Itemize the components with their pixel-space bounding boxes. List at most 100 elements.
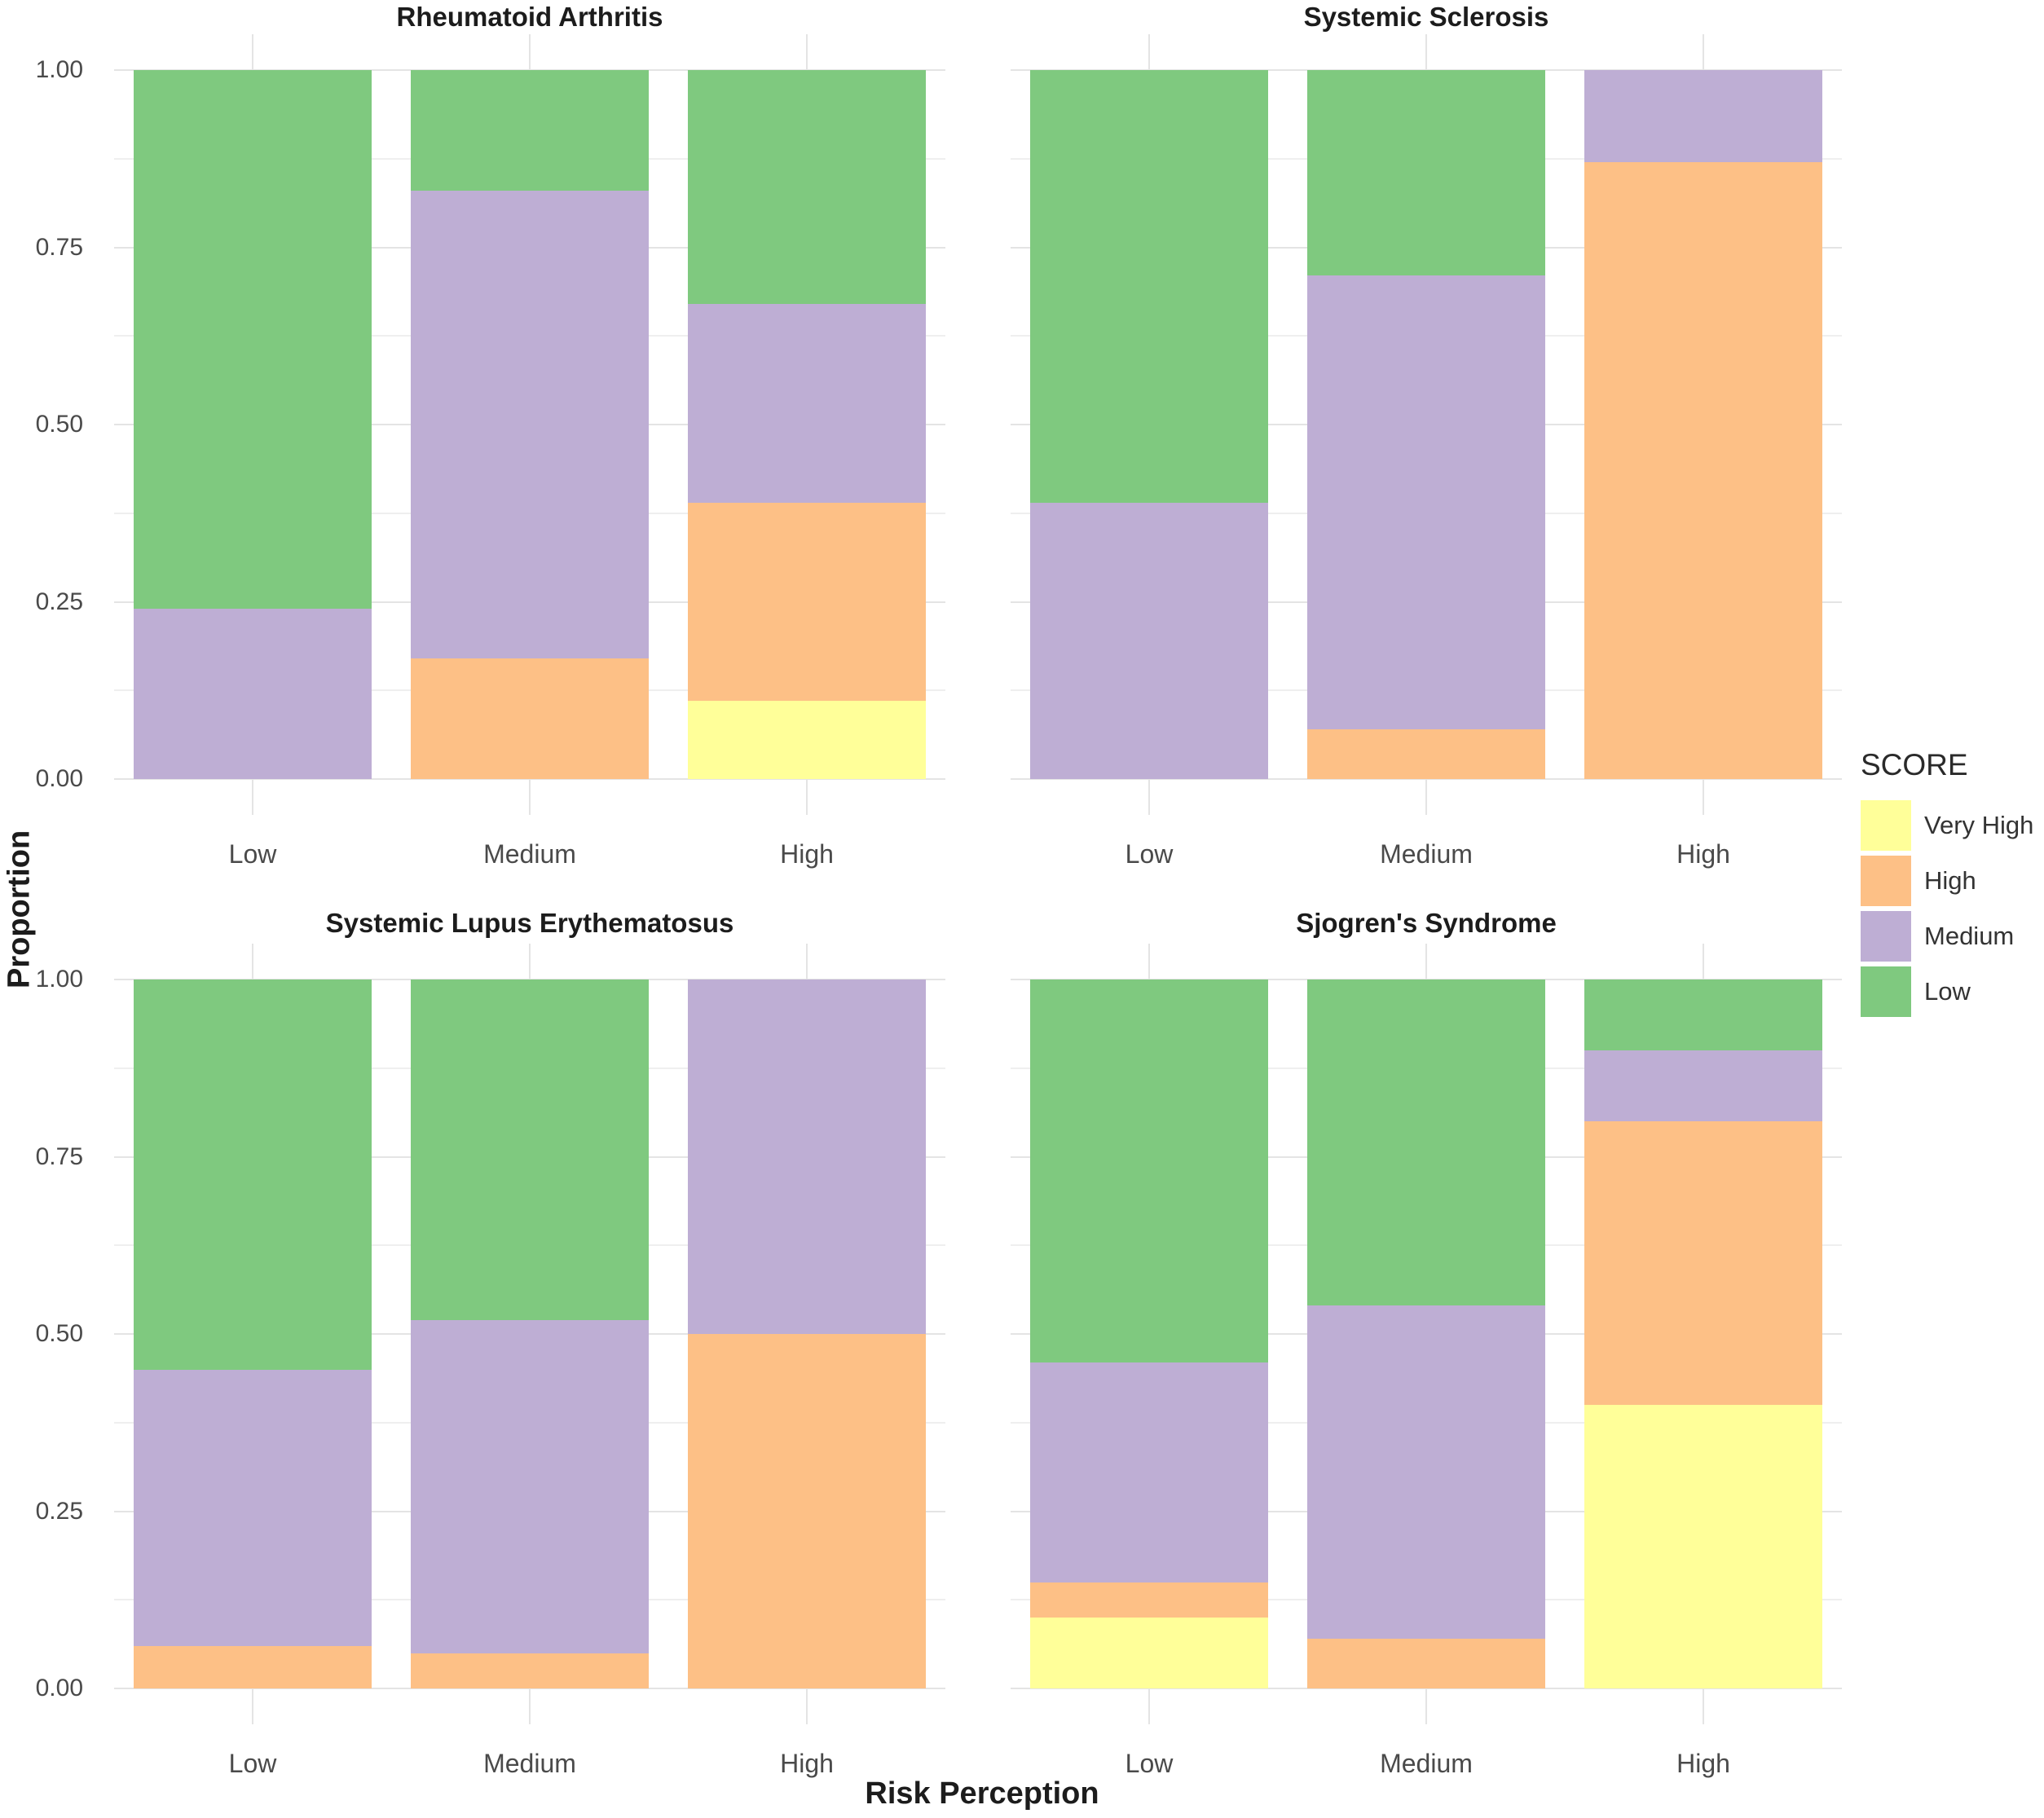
legend-item-label: Low — [1924, 977, 1971, 1006]
y-axis-tick-label: 0.50 — [35, 1320, 83, 1347]
bar-layer — [114, 979, 945, 1688]
facet-title-systemic-lupus-erythematosus: Systemic Lupus Erythematosus — [325, 908, 734, 938]
legend-item-label: High — [1924, 866, 1976, 895]
x-axis-tick-label: High — [780, 839, 834, 869]
bar-segment-high — [687, 1334, 927, 1688]
bar-segment-medium — [1306, 1305, 1546, 1640]
bar-segment-medium — [133, 1369, 372, 1646]
bar-segment-low — [1029, 70, 1269, 503]
facet-panel-sjogren-s-syndrome — [1011, 944, 1842, 1724]
bar-segment-low — [1306, 979, 1546, 1306]
bar-segment-very-high — [687, 701, 927, 779]
bar-segment-high — [410, 658, 650, 779]
bar-layer — [114, 70, 945, 779]
facet-panel-systemic-lupus-erythematosus — [114, 944, 945, 1724]
x-axis-tick-labels: Low Medium High — [114, 1731, 945, 1796]
legend-item-label: Very High — [1924, 811, 2034, 839]
bar-segment-high — [1029, 1582, 1269, 1618]
facet-panel-rheumatoid-arthritis — [114, 34, 945, 815]
bar-segment-low — [133, 979, 372, 1370]
stacked-bar-high — [1584, 70, 1823, 779]
bar-segment-medium — [1029, 1362, 1269, 1582]
bar-segment-low — [1584, 979, 1823, 1050]
y-axis-tick-label: 0.75 — [35, 233, 83, 261]
stacked-bar-low — [1029, 70, 1269, 779]
bar-segment-medium — [1029, 502, 1269, 779]
x-axis-tick-label: Low — [1125, 839, 1174, 869]
x-axis-tick-label: Medium — [1380, 839, 1473, 869]
y-axis-title: Proportion — [2, 830, 37, 988]
bar-segment-medium — [687, 979, 927, 1334]
bar-segment-medium — [410, 1319, 650, 1653]
gridline-horizontal-major — [114, 69, 945, 71]
bar-segment-low — [133, 70, 372, 610]
stacked-bar-medium — [410, 979, 650, 1688]
bar-segment-medium — [1584, 70, 1823, 163]
gridline-horizontal-major — [1011, 1688, 1842, 1689]
bar-segment-high — [1584, 162, 1823, 779]
x-axis-tick-label: High — [780, 1749, 834, 1778]
y-axis-tick-label: 0.50 — [35, 411, 83, 438]
x-axis-tick-labels: Low Medium High — [1011, 821, 1842, 887]
y-axis-tick-label: 1.00 — [35, 966, 83, 993]
gridline-horizontal-major — [1011, 979, 1842, 980]
y-axis-tick-label: 0.00 — [35, 765, 83, 792]
bar-segment-very-high — [1584, 1405, 1823, 1688]
x-axis-tick-label: Medium — [1380, 1749, 1473, 1778]
y-axis-tick-label: 0.25 — [35, 588, 83, 615]
stacked-bar-medium — [1306, 979, 1546, 1688]
gridline-horizontal-major — [114, 979, 945, 980]
x-axis-tick-label: High — [1676, 1749, 1730, 1778]
bar-segment-very-high — [1029, 1618, 1269, 1688]
x-axis-tick-label: Medium — [483, 1749, 576, 1778]
bar-segment-medium — [1306, 275, 1546, 730]
gridline-horizontal-major — [1011, 69, 1842, 71]
facet-panel-systemic-sclerosis — [1011, 34, 1842, 815]
gridline-horizontal-major — [114, 778, 945, 780]
bar-segment-medium — [133, 609, 372, 779]
legend-swatch-medium-icon — [1861, 911, 1911, 962]
bar-layer — [1011, 70, 1842, 779]
bar-segment-high — [1584, 1121, 1823, 1405]
stacked-bar-high — [1584, 979, 1823, 1688]
legend-item-high: High — [1861, 856, 2042, 906]
legend-swatch-low-icon — [1861, 966, 1911, 1017]
bar-segment-high — [1306, 729, 1546, 779]
bar-segment-high — [687, 502, 927, 702]
bar-segment-high — [1306, 1639, 1546, 1688]
legend-items: Very High High Medium Low — [1861, 800, 2042, 1017]
x-axis-tick-label: Medium — [483, 839, 576, 869]
bar-segment-low — [1029, 979, 1269, 1362]
legend: SCORE Very High High Medium Low — [1861, 748, 2042, 1022]
y-axis-tick-label: 0.25 — [35, 1497, 83, 1525]
legend-item-very-high: Very High — [1861, 800, 2042, 851]
stacked-bar-high — [687, 979, 927, 1688]
stacked-bar-medium — [1306, 70, 1546, 779]
x-axis-title: Risk Perception — [865, 1776, 1099, 1811]
legend-swatch-very-high-icon — [1861, 800, 1911, 851]
gridline-horizontal-major — [1011, 778, 1842, 780]
bar-layer — [1011, 979, 1842, 1688]
bar-segment-medium — [1584, 1050, 1823, 1121]
bar-segment-high — [410, 1653, 650, 1688]
gridline-horizontal-major — [114, 1688, 945, 1689]
bar-segment-low — [410, 70, 650, 191]
stacked-bar-low — [1029, 979, 1269, 1688]
x-axis-tick-label: Low — [228, 1749, 277, 1778]
x-axis-tick-labels: Low Medium High — [1011, 1731, 1842, 1796]
y-axis-tick-label: 1.00 — [35, 56, 83, 83]
bar-segment-low — [410, 979, 650, 1320]
y-axis-tick-label: 0.00 — [35, 1675, 83, 1701]
bar-segment-high — [133, 1645, 372, 1688]
stacked-bar-medium — [410, 70, 650, 779]
legend-item-label: Medium — [1924, 922, 2015, 950]
bar-segment-low — [1306, 70, 1546, 276]
facet-title-systemic-sclerosis: Systemic Sclerosis — [1303, 2, 1549, 32]
bar-segment-medium — [410, 190, 650, 659]
legend-item-medium: Medium — [1861, 911, 2042, 962]
y-axis-tick-label: 0.75 — [35, 1142, 83, 1170]
bar-segment-low — [687, 70, 927, 305]
legend-title: SCORE — [1861, 748, 1968, 781]
facet-title-sjogren-s-syndrome: Sjogren's Syndrome — [1296, 908, 1557, 938]
bar-segment-medium — [687, 304, 927, 503]
